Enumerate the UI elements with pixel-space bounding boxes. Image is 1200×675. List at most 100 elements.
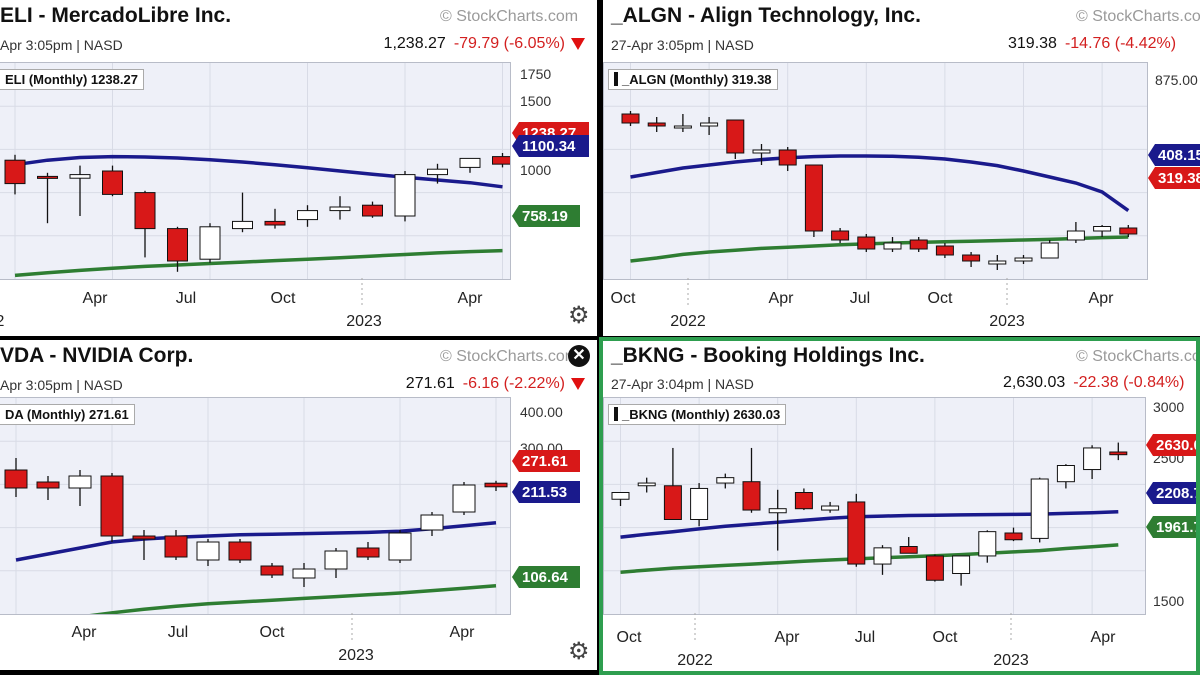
price-tag-shape: [512, 135, 589, 157]
x-tick-label: Oct: [617, 629, 642, 646]
candle-body: [68, 475, 92, 489]
candle: [952, 555, 971, 586]
chart-legend: DA (Monthly) 271.61: [0, 404, 135, 425]
candle: [925, 554, 944, 582]
candle: [329, 196, 351, 220]
candle-body: [297, 210, 318, 221]
candle: [132, 530, 156, 560]
candle-body: [962, 254, 981, 262]
year-label: 2022: [670, 313, 706, 330]
candle-body: [260, 565, 284, 576]
y-tick-label: 1500: [520, 93, 551, 109]
candle-body: [663, 485, 682, 520]
last-price: 319.38: [1008, 35, 1057, 52]
candle-body: [899, 546, 918, 554]
candle-body: [821, 505, 840, 511]
candle: [673, 114, 692, 132]
candle-body: [292, 568, 316, 579]
panel-title: VDA - NVIDIA Corp.: [0, 344, 194, 367]
candle-body: [69, 174, 91, 179]
price-tag-shape: [1148, 167, 1200, 189]
candle: [452, 482, 476, 515]
candle: [167, 226, 188, 272]
candle-body: [647, 122, 666, 127]
year-label: 2: [0, 313, 5, 330]
price-tag: 2208.76: [1146, 482, 1196, 504]
plot-area: _ALGN (Monthly) 319.38: [603, 62, 1148, 280]
candle: [232, 192, 253, 233]
candle-body: [1109, 451, 1128, 456]
price-tag-shape: [1146, 434, 1196, 456]
quote-line: 319.38 -14.76 (-4.42%): [1008, 35, 1176, 53]
x-tick-label: Apr: [775, 629, 801, 646]
candle-body: [742, 481, 761, 511]
panel-title: _BKNG - Booking Holdings Inc.: [611, 344, 925, 367]
candle: [962, 252, 981, 267]
year-label: 2023: [346, 313, 382, 330]
candle-body: [831, 230, 850, 241]
candle-chart: [604, 398, 1145, 614]
close-icon[interactable]: ✕: [568, 345, 590, 367]
quote-line: 271.61 -6.16 (-2.22%): [406, 375, 585, 393]
candle-body: [484, 482, 508, 488]
panel-title: _ALGN - Align Technology, Inc.: [611, 4, 921, 27]
x-tick-label: Oct: [260, 624, 285, 641]
price-tag-shape: [512, 205, 580, 227]
candle: [821, 501, 840, 513]
x-tick-label: Apr: [1091, 629, 1117, 646]
candle-body: [4, 159, 26, 185]
candle-body: [873, 547, 892, 565]
candle: [700, 117, 719, 135]
candle: [102, 165, 123, 197]
gear-icon[interactable]: ⚙: [568, 638, 590, 665]
candle: [196, 539, 220, 566]
candle: [199, 223, 221, 263]
price-tag-label: 758.19: [522, 208, 568, 225]
candle: [427, 163, 448, 184]
price-tag-label: 2208.76: [1156, 485, 1196, 502]
gear-icon[interactable]: ⚙: [568, 302, 590, 329]
candle: [394, 171, 416, 222]
y-tick-label: 3000: [1153, 399, 1184, 415]
candle: [36, 476, 60, 500]
ma50-line: [14, 154, 503, 189]
candle: [794, 488, 813, 511]
candle: [935, 243, 954, 258]
chart-legend: ELI (Monthly) 1238.27: [0, 69, 144, 90]
candle-body: [356, 547, 380, 558]
plot-area: ELI (Monthly) 1238.27: [0, 62, 513, 280]
candle-body: [132, 535, 156, 540]
ma50-line: [15, 521, 497, 562]
x-tick-label: Apr: [1089, 290, 1115, 307]
candle: [1093, 225, 1112, 237]
candle: [4, 154, 26, 195]
x-tick-label: Oct: [611, 290, 636, 307]
candle: [260, 563, 284, 578]
candle-body: [4, 469, 28, 489]
candle: [264, 208, 286, 229]
down-arrow-icon: [571, 37, 585, 50]
x-tick-label: Apr: [769, 290, 795, 307]
candle-body: [716, 477, 735, 484]
x-tick-label: Apr: [83, 290, 109, 307]
candle: [1030, 477, 1049, 543]
ma50-line: [630, 154, 1130, 213]
quote-line: 1,238.27 -79.79 (-6.05%): [384, 35, 585, 53]
price-tag: 271.61: [512, 450, 580, 472]
candle: [1040, 240, 1059, 259]
candle-body: [804, 164, 823, 232]
candle-body: [952, 555, 971, 574]
x-tick-label: Oct: [933, 629, 958, 646]
price-tag-label: 1100.34: [522, 138, 576, 155]
ma200-line: [630, 235, 1129, 263]
candle-body: [199, 226, 221, 260]
price-tag-shape: [1146, 482, 1196, 504]
y-tick-label: 875.00: [1155, 72, 1198, 88]
candle-body: [388, 532, 412, 561]
price-tag-shape: [512, 566, 580, 588]
candle-body: [978, 531, 997, 557]
candle-body: [768, 508, 787, 514]
candle: [1119, 225, 1138, 237]
candle: [847, 493, 866, 567]
x-tick-label: Jul: [168, 624, 188, 641]
